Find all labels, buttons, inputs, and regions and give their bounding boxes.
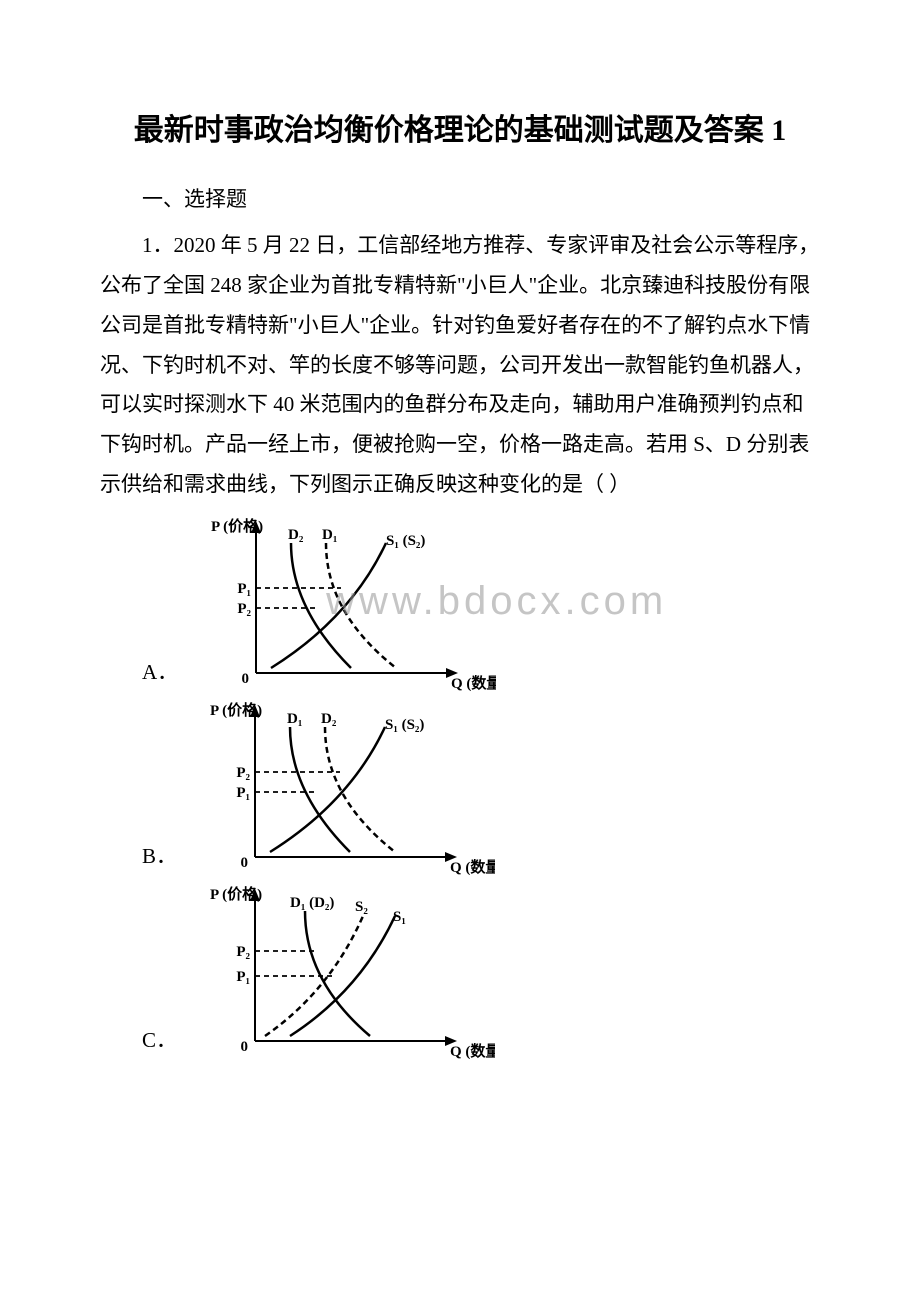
svg-text:D₁: D₁ — [322, 527, 337, 543]
svg-text:0: 0 — [241, 855, 249, 871]
chart-b-svg: 0 P (价格) Q (数量) D₁ D₂ S₁ (S₂) P₂ P₁ — [195, 697, 495, 877]
option-b-row: B． 0 P (价格) Q (数量) D₁ — [100, 697, 820, 877]
svg-text:Q (数量): Q (数量) — [450, 858, 495, 876]
question-number: 1． — [142, 233, 174, 257]
svg-text:S₁: S₁ — [393, 909, 406, 925]
svg-text:Q (数量): Q (数量) — [451, 674, 496, 692]
svg-text:S₁ (S₂): S₁ (S₂) — [386, 533, 425, 549]
page-title: 最新时事政治均衡价格理论的基础测试题及答案 1 — [100, 110, 820, 152]
svg-text:D₂: D₂ — [288, 527, 304, 543]
svg-text:0: 0 — [242, 671, 250, 687]
svg-text:P₂: P₂ — [238, 601, 252, 617]
svg-text:P (价格): P (价格) — [210, 701, 262, 719]
svg-text:P₂: P₂ — [236, 765, 250, 781]
chart-a-wrap: 0 P (价格) Q (数量) D₂ D₁ S₁ (S₂) — [196, 513, 496, 693]
options-container: A． 0 P (价格) Q (数量) — [100, 513, 820, 1061]
svg-text:P (价格): P (价格) — [211, 517, 263, 535]
svg-text:P₁: P₁ — [236, 969, 250, 985]
chart-a-svg: 0 P (价格) Q (数量) D₂ D₁ S₁ (S₂) — [196, 513, 496, 693]
svg-text:S₁ (S₂): S₁ (S₂) — [385, 717, 424, 733]
chart-c-wrap: 0 P (价格) Q (数量) D₁ (D₂) S₂ S₁ P₂ P₁ — [195, 881, 495, 1061]
svg-text:P₂: P₂ — [236, 944, 250, 960]
question-body: 2020 年 5 月 22 日，工信部经地方推荐、专家评审及社会公示等程序，公布… — [100, 233, 819, 496]
chart-b-wrap: 0 P (价格) Q (数量) D₁ D₂ S₁ (S₂) P₂ P₁ — [195, 697, 495, 877]
svg-text:P (价格): P (价格) — [210, 885, 262, 903]
svg-text:0: 0 — [241, 1039, 249, 1055]
option-c-row: C． 0 P (价格) Q (数量) D₁ (D₂) — [100, 881, 820, 1061]
option-c-label: C． — [142, 1021, 177, 1061]
svg-text:D₁ (D₂): D₁ (D₂) — [290, 895, 334, 911]
svg-text:D₂: D₂ — [321, 711, 337, 727]
svg-text:P₁: P₁ — [238, 581, 252, 597]
chart-c-svg: 0 P (价格) Q (数量) D₁ (D₂) S₂ S₁ P₂ P₁ — [195, 881, 495, 1061]
question-1-text: 1．2020 年 5 月 22 日，工信部经地方推荐、专家评审及社会公示等程序，… — [100, 226, 820, 505]
svg-text:S₂: S₂ — [355, 899, 368, 915]
option-b-label: B． — [142, 837, 177, 877]
section-heading: 一、选择题 — [100, 180, 820, 220]
svg-text:Q (数量): Q (数量) — [450, 1042, 495, 1060]
svg-text:P₁: P₁ — [236, 785, 250, 801]
svg-text:D₁: D₁ — [287, 711, 302, 727]
option-a-row: A． 0 P (价格) Q (数量) — [100, 513, 820, 693]
option-a-label: A． — [142, 653, 178, 693]
